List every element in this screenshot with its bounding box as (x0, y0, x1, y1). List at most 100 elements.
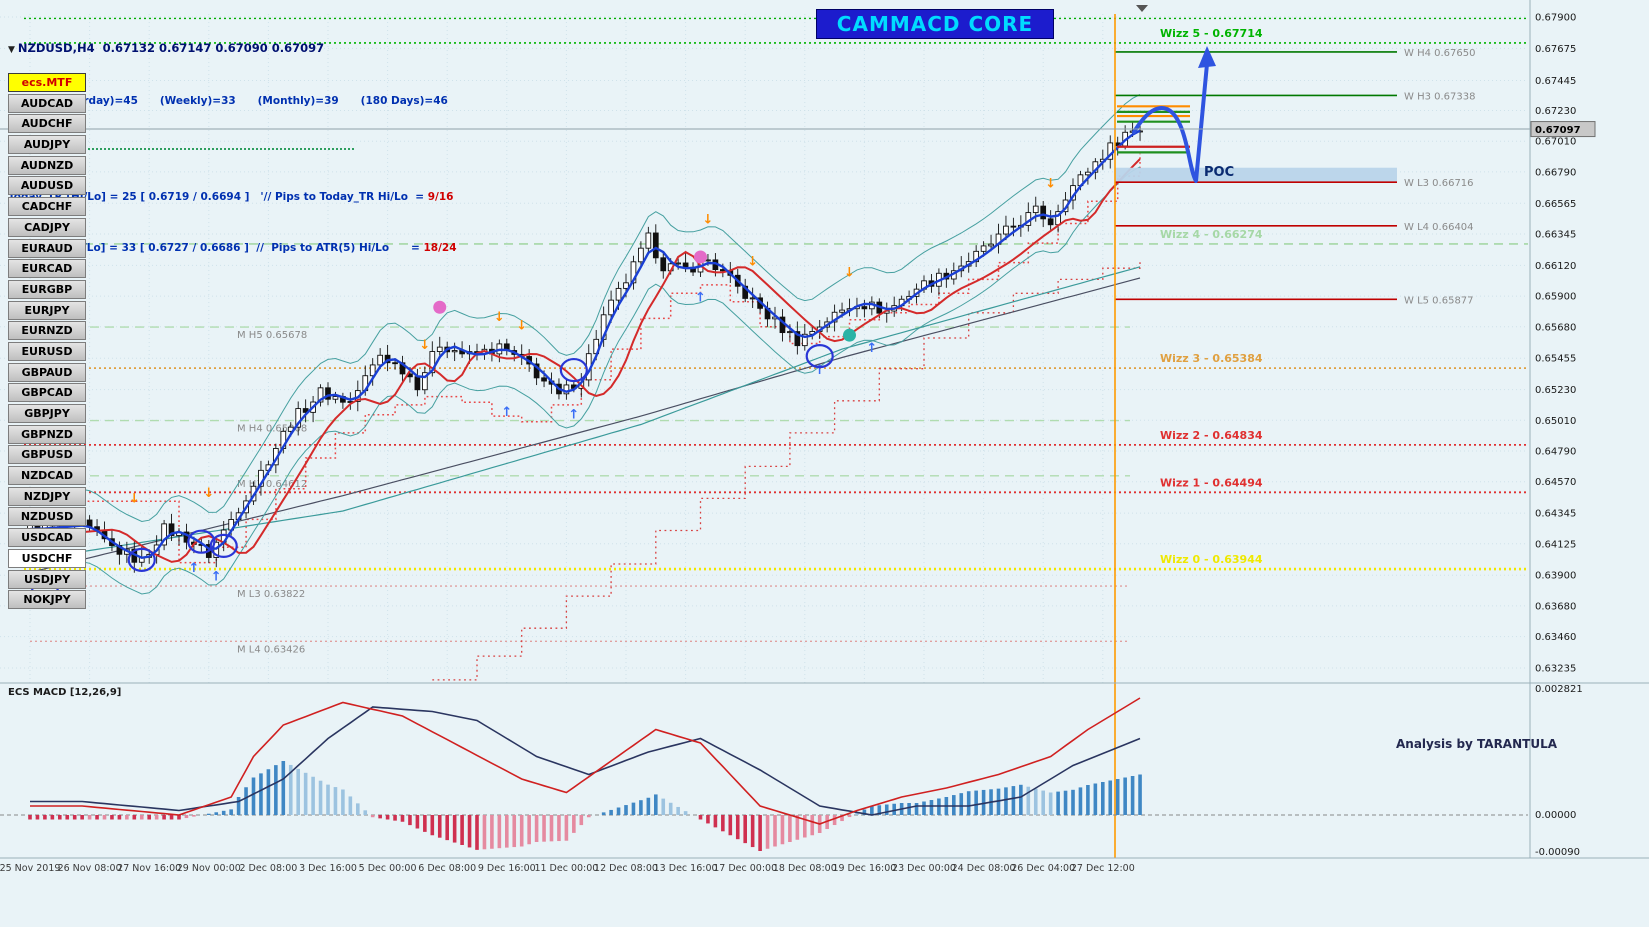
cammacd-core-banner: CAMMACD CORE (816, 9, 1054, 39)
pair-button-audusd[interactable]: AUDUSD (8, 176, 86, 196)
analysis-credit: Analysis by TARANTULA (1396, 737, 1558, 751)
macd-panel: 0.002821 0.00000 -0.00090 (0, 684, 1583, 858)
weekly-level-label: W H4 0.67650 (1404, 48, 1475, 59)
pair-button-gbpnzd[interactable]: GBPNZD (8, 424, 86, 444)
sell-arrow-icon: ↓ (747, 254, 758, 269)
wizz-levels: Wizz 5 - 0.67714 Wizz 4 - 0.66274 Wizz 3 -… (24, 17, 1528, 571)
pair-button-nokjpy[interactable]: NOKJPY (8, 590, 86, 610)
pair-button-nzdusd[interactable]: NZDUSD (8, 507, 86, 527)
time-tick: 25 Nov 2019 (0, 863, 60, 874)
blue-highlight-circle (209, 533, 238, 558)
current-price-value: 0.67097 (1535, 125, 1581, 136)
pair-button-cadjpy[interactable]: CADJPY (8, 217, 86, 237)
price-tick: 0.67900 (1535, 13, 1576, 24)
price-tick: 0.67675 (1535, 44, 1576, 55)
buy-arrow-icon: ↑ (501, 405, 512, 420)
wizz-level-label: Wizz 5 - 0.67714 (1160, 27, 1263, 40)
price-tick: 0.64125 (1535, 539, 1576, 550)
chart-shift-marker (1136, 5, 1148, 12)
symbol-period: NZDUSD,H4 (17, 41, 95, 55)
pair-button-eurcad[interactable]: EURCAD (8, 259, 86, 279)
time-tick: 27 Nov 16:00 (117, 863, 181, 874)
pair-button-usdcad[interactable]: USDCAD (8, 528, 86, 548)
price-tick: 0.67010 (1535, 137, 1576, 148)
magenta-signal-dot (433, 300, 447, 314)
symbol-dropdown-icon[interactable]: ▼ (8, 45, 15, 55)
pair-button-gbpcad[interactable]: GBPCAD (8, 383, 86, 403)
weekly-level-label: W L4 0.66404 (1404, 222, 1474, 233)
pair-button-audnzd[interactable]: AUDNZD (8, 155, 86, 175)
monthly-pivot-label: M H5 0.65678 (237, 330, 307, 341)
blue-highlight-circle (187, 529, 216, 554)
price-tick: 0.64570 (1535, 477, 1576, 488)
weekly-level-label: W H3 0.67338 (1404, 91, 1475, 102)
sell-arrow-icon: ↓ (129, 492, 140, 507)
current-price-box (1530, 121, 1596, 138)
today-tr-pips: 9/16 (427, 191, 454, 203)
poc-label: POC (1204, 165, 1235, 180)
time-tick: 17 Dec 00:00 (713, 863, 777, 874)
time-tick: 11 Dec 00:00 (534, 863, 598, 874)
time-tick: 27 Dec 12:00 (1071, 863, 1135, 874)
pair-button-gbpusd[interactable]: GBPUSD (8, 445, 86, 465)
signal-markers: ↓ ↓ ↓ ↓ ↓ ↓ ↓ ↓ ↓ ↑ ↑ ↑ ↑ ↑ ↑ ↑ (30, 176, 1056, 605)
sell-arrow-icon: ↓ (419, 338, 430, 353)
monthly-pivot-label: M H3 0.64612 (237, 479, 307, 490)
time-tick: 23 Dec 00:00 (892, 863, 956, 874)
pair-button-eurjpy[interactable]: EURJPY (8, 300, 86, 320)
price-tick: 0.65680 (1535, 322, 1576, 333)
buy-arrow-icon: ↑ (695, 291, 706, 306)
pair-button-nzdjpy[interactable]: NZDJPY (8, 486, 86, 506)
sell-arrow-icon: ↓ (203, 486, 214, 501)
wizz-level-label: Wizz 2 - 0.64834 (1160, 429, 1263, 442)
pair-button-audcad[interactable]: AUDCAD (8, 93, 86, 113)
time-separator (1114, 5, 1148, 858)
price-tick: 0.67445 (1535, 76, 1576, 87)
price-tick: 0.66790 (1535, 167, 1576, 178)
pair-button-audjpy[interactable]: AUDJPY (8, 135, 86, 155)
price-tick: 0.65455 (1535, 354, 1576, 365)
pair-button-euraud[interactable]: EURAUD (8, 238, 86, 258)
time-tick: 2 Dec 08:00 (239, 863, 297, 874)
pair-button-audchf[interactable]: AUDCHF (8, 114, 86, 134)
pair-button-cadchf[interactable]: CADCHF (8, 197, 86, 217)
pair-button-usdchf[interactable]: USDCHF (8, 548, 86, 568)
pair-button-gbpaud[interactable]: GBPAUD (8, 362, 86, 382)
panel-frame (0, 0, 1649, 859)
monthly-pivot-label: M L3 0.63822 (237, 589, 305, 600)
buy-arrow-icon: ↑ (211, 570, 222, 585)
monthly-pivot-label: M L4 0.63426 (237, 644, 305, 655)
teal-signal-dot (843, 328, 856, 342)
buy-arrow-icon: ↑ (568, 408, 579, 423)
pair-button-gbpjpy[interactable]: GBPJPY (8, 404, 86, 423)
time-tick: 3 Dec 16:00 (299, 863, 357, 874)
time-tick: 24 Dec 08:00 (952, 863, 1016, 874)
blue-highlight-circle (805, 344, 834, 369)
sell-arrow-icon: ↓ (494, 310, 505, 325)
price-tick: 0.63900 (1535, 571, 1576, 582)
time-tick: 5 Dec 00:00 (359, 863, 417, 874)
symbol-title-row: ▼ NZDUSD,H4 0.67132 0.67147 0.67090 0.670… (8, 41, 457, 55)
time-tick: 12 Dec 08:00 (594, 863, 658, 874)
weekly-level-label: W L5 0.65877 (1404, 295, 1474, 306)
time-tick: 18 Dec 08:00 (773, 863, 837, 874)
price-axis[interactable]: 0.67900 0.67675 0.67445 0.67230 0.67010 0.667… (1530, 13, 1596, 675)
atr5-pips: 18/24 (423, 242, 457, 254)
pair-button-eurgbp[interactable]: EURGBP (8, 279, 86, 299)
pair-button-nzdcad[interactable]: NZDCAD (8, 466, 86, 486)
macd-axis-label: -0.00090 (1535, 847, 1580, 858)
time-tick: 26 Dec 04:00 (1011, 863, 1075, 874)
price-tick: 0.64345 (1535, 509, 1576, 520)
pair-button-eurusd[interactable]: EURUSD (8, 341, 86, 361)
price-tick: 0.66120 (1535, 261, 1576, 272)
macd-axis-label: 0.002821 (1535, 684, 1583, 695)
pair-button-usdjpy[interactable]: USDJPY (8, 569, 86, 589)
time-tick: 26 Nov 08:00 (58, 863, 122, 874)
pair-button-eurnzd[interactable]: EURNZD (8, 321, 86, 341)
sell-arrow-icon: ↓ (516, 319, 527, 334)
buy-arrow-icon: ↑ (188, 561, 199, 576)
ecs-mtf-button[interactable]: ecs.MTF (8, 73, 86, 92)
time-tick: 6 Dec 08:00 (418, 863, 476, 874)
